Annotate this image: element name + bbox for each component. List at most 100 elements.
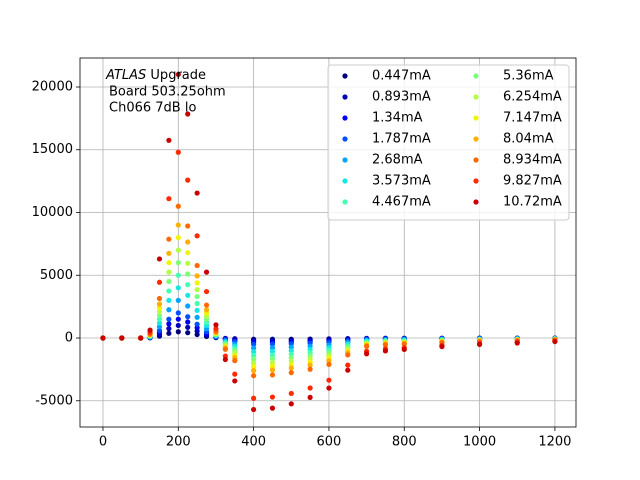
- scatter-point: [251, 406, 257, 413]
- legend-label: 5.36mA: [503, 69, 554, 84]
- legend-marker: [342, 199, 348, 205]
- legend-label: 4.467mA: [372, 195, 431, 210]
- scatter-point: [166, 321, 172, 327]
- scatter-point: [147, 327, 153, 333]
- scatter-point: [185, 271, 191, 277]
- scatter-point: [175, 297, 181, 303]
- scatter-point: [185, 303, 191, 309]
- scatter-point: [222, 356, 228, 363]
- scatter-point: [166, 288, 172, 294]
- scatter-point: [175, 203, 181, 209]
- y-tick-label: 5000: [40, 268, 73, 283]
- scatter-point: [185, 330, 191, 336]
- legend-marker: [342, 136, 348, 142]
- plot-frame: [79, 57, 577, 428]
- scatter-point: [156, 309, 163, 315]
- scatter-point: [185, 239, 191, 245]
- scatter-point: [175, 329, 181, 335]
- legend-marker: [473, 136, 479, 142]
- scatter-point: [175, 285, 181, 291]
- scatter-point: [194, 287, 200, 293]
- legend-label: 3.573mA: [372, 174, 431, 189]
- scatter-point: [194, 321, 200, 327]
- scatter-point: [307, 362, 313, 368]
- scatter-point: [166, 196, 172, 202]
- scatter-point: [156, 305, 163, 311]
- scatter-point: [203, 269, 210, 275]
- scatter-point: [251, 364, 257, 370]
- scatter-point: [166, 330, 172, 336]
- scatter-point: [203, 307, 210, 313]
- scatter-point: [552, 338, 558, 345]
- legend-marker: [473, 73, 479, 79]
- x-tick-label: 1200: [538, 435, 571, 450]
- scatter-point: [185, 292, 191, 298]
- legend-label: 8.04mA: [503, 132, 554, 147]
- scatter-point: [203, 302, 210, 308]
- scatter-point: [156, 320, 163, 326]
- scatter-point: [194, 314, 200, 320]
- scatter-point: [269, 341, 276, 347]
- y-tick-label: 10000: [32, 205, 73, 220]
- scatter-point: [307, 385, 313, 391]
- scatter-point: [382, 342, 389, 348]
- x-tick-label: 0: [99, 435, 107, 450]
- legend-label: 0.893mA: [372, 90, 431, 105]
- scatter-point: [251, 341, 257, 347]
- scatter-point: [194, 190, 200, 196]
- legend-marker: [473, 94, 479, 100]
- scatter-point: [288, 401, 294, 407]
- scatter-point: [175, 222, 181, 228]
- scatter-point: [166, 250, 172, 256]
- legend-marker: [342, 115, 348, 121]
- scatter-point: [326, 377, 332, 383]
- scatter-point: [251, 352, 257, 359]
- scatter-point: [185, 314, 191, 320]
- legend-marker: [473, 199, 479, 205]
- scatter-point: [175, 247, 181, 253]
- legend-label: 2.68mA: [372, 153, 423, 168]
- scatter-point: [288, 390, 294, 397]
- scatter-point: [166, 316, 172, 322]
- legend-marker: [473, 115, 479, 121]
- scatter-point: [185, 324, 191, 330]
- scatter-point: [175, 149, 181, 155]
- scatter-point: [185, 177, 191, 183]
- legend-label: 10.72mA: [503, 195, 562, 210]
- scatter-point: [156, 316, 163, 322]
- legend-label: 0.447mA: [372, 69, 431, 84]
- annotation: Board 503.25ohm: [109, 85, 226, 100]
- scatter-point: [166, 236, 172, 242]
- legend-marker: [473, 157, 479, 163]
- scatter-point: [269, 405, 276, 411]
- scatter-point: [166, 307, 172, 313]
- y-tick-label: 20000: [32, 79, 73, 94]
- y-tick-label: -5000: [35, 393, 73, 408]
- legend-label: 7.147mA: [503, 111, 562, 126]
- annotation-text: Upgrade: [150, 68, 206, 83]
- scatter-point: [382, 348, 389, 354]
- scatter-point: [156, 295, 163, 302]
- scatter-point: [185, 282, 191, 288]
- scatter-point: [288, 365, 294, 371]
- scatter-point: [185, 223, 191, 229]
- x-tick-label: 600: [317, 435, 342, 450]
- scatter-point: [175, 71, 181, 78]
- scatter-point: [269, 345, 276, 351]
- scatter-point: [156, 301, 163, 307]
- scatter-point: [307, 394, 313, 400]
- scatter-point: [194, 233, 200, 239]
- legend-label: 1.787mA: [372, 132, 431, 147]
- scatter-point: [175, 260, 181, 266]
- scatter-point: [476, 341, 483, 348]
- legend-label: 9.827mA: [503, 174, 562, 189]
- legend-marker: [342, 178, 348, 184]
- scatter-point: [166, 269, 172, 275]
- annotation: ATLAS Upgrade: [105, 68, 206, 83]
- scatter-point: [514, 340, 520, 346]
- scatter-point: [194, 300, 200, 307]
- scatter-point: [307, 366, 313, 372]
- scatter-point: [194, 307, 200, 314]
- scatter-point: [203, 288, 210, 295]
